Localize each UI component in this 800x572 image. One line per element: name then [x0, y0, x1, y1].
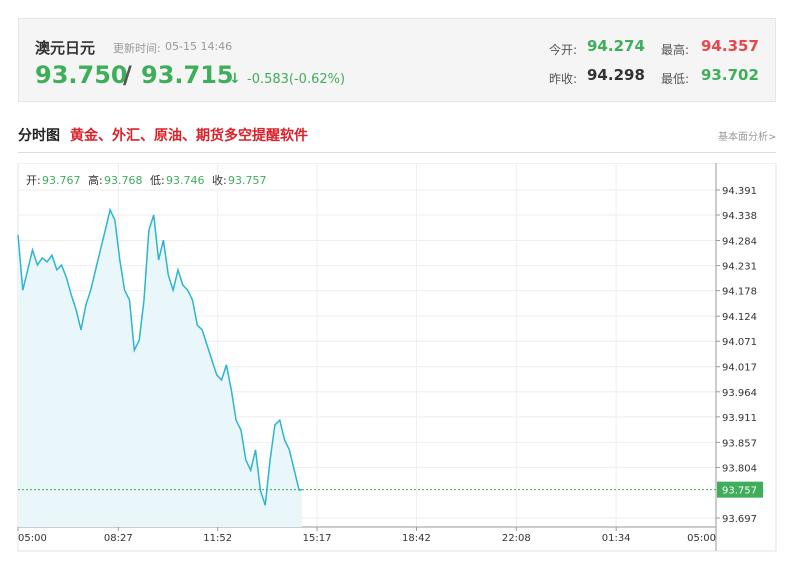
- x-tick-label: 15:17: [303, 533, 332, 544]
- high-label: 最高:: [661, 43, 690, 57]
- y-tick-label: 93.911: [722, 413, 757, 424]
- change: -0.583(-0.62%): [247, 72, 346, 87]
- price: 93.750: [35, 61, 128, 89]
- y-tick-label: 94.284: [722, 237, 757, 248]
- ohlc-value: 93.746: [166, 174, 205, 187]
- section-title: 分时图: [18, 128, 60, 144]
- ohlc-value: 93.757: [228, 174, 267, 187]
- ohlc-value: 93.767: [42, 174, 81, 187]
- x-tick-label: 08:27: [104, 533, 133, 544]
- promo-link[interactable]: 黄金、外汇、原油、期货多空提醒软件: [70, 128, 308, 144]
- ohlc-label: 开:: [26, 174, 41, 187]
- open: 94.274: [587, 37, 645, 55]
- y-tick-label: 93.964: [722, 388, 757, 399]
- area: [18, 209, 303, 528]
- x-tick-label: 22:08: [502, 533, 531, 544]
- prev-label: 昨收:: [549, 72, 578, 86]
- ohlc-value: 93.768: [104, 174, 143, 187]
- y-tick-label: 94.178: [722, 287, 757, 298]
- ohlc-label: 高:: [88, 173, 103, 187]
- quote-panel: 澳元日元 更新时间: 05-15 14:46 93.750 / 93.715 ↓…: [18, 18, 776, 102]
- y-tick-label: 94.391: [722, 186, 757, 197]
- y-tick-label: 93.857: [722, 438, 757, 449]
- x-tick-label: 11:52: [203, 533, 232, 544]
- open-label: 今开:: [549, 43, 578, 57]
- low: 93.702: [701, 66, 759, 84]
- y-tick-label: 94.338: [722, 211, 757, 222]
- price2: 93.715: [141, 61, 234, 89]
- x-tick-label: 05:00: [687, 533, 716, 544]
- y-tick-label: 93.697: [722, 514, 757, 525]
- divider: [18, 152, 776, 153]
- low-label: 最低:: [661, 72, 690, 86]
- update-time: 05-15 14:46: [165, 40, 233, 53]
- y-tick-label: 94.071: [722, 337, 757, 348]
- y-tick-label: 93.804: [722, 463, 757, 474]
- separator: /: [123, 61, 132, 89]
- pair-name: 澳元日元: [35, 39, 96, 57]
- y-tick-label: 94.124: [722, 312, 757, 323]
- y-tick-label: 94.231: [722, 262, 757, 273]
- update-label: 更新时间:: [113, 42, 161, 55]
- current-label: 93.757: [722, 486, 757, 497]
- analysis-link[interactable]: 基本面分析>: [718, 132, 777, 143]
- high: 94.357: [701, 37, 759, 55]
- x-tick-label: 18:42: [402, 533, 431, 544]
- current-box: [717, 481, 763, 498]
- prev: 94.298: [587, 66, 645, 84]
- x-tick-label: 05:00: [18, 533, 47, 544]
- x-tick-label: 01:34: [602, 533, 631, 544]
- price-line: [17, 207, 303, 506]
- ohlc-label: 低:: [150, 174, 165, 187]
- arrow: ↓: [229, 71, 241, 87]
- chart: 93.697 93.804 93.857 93.911 93.964 94.017 94.0…: [17, 163, 777, 552]
- y-tick-label: 94.017: [722, 363, 757, 374]
- ohlc-label: 收:: [212, 173, 227, 187]
